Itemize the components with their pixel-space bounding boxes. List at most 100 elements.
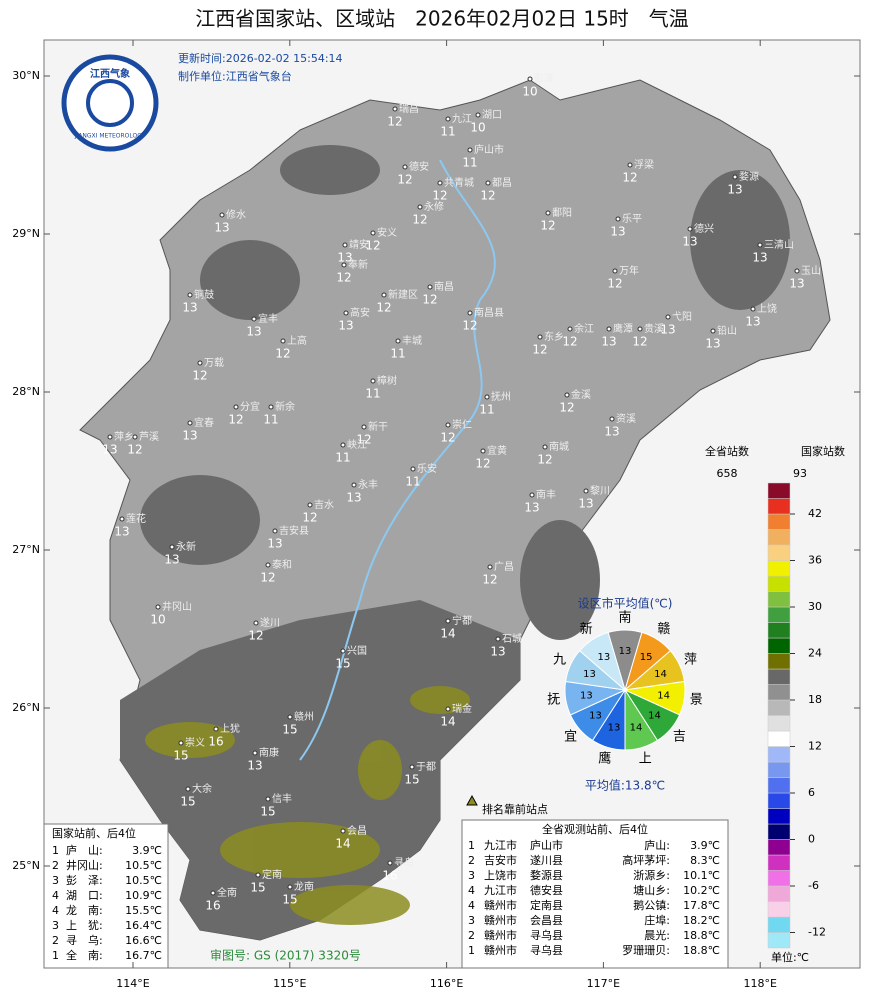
patch <box>358 740 402 800</box>
colorbar-bin <box>767 529 791 546</box>
station-name: 永新 <box>176 540 196 553</box>
station-dot <box>480 448 486 454</box>
station-dot <box>757 242 763 248</box>
station-name: 信丰 <box>272 792 292 805</box>
station-dot <box>627 162 633 168</box>
station-dot <box>445 618 451 624</box>
lon-label: 114°E <box>116 977 149 990</box>
colorbar-label: 0 <box>808 833 815 846</box>
station-name: 黎川 <box>590 484 610 497</box>
station-value: 13 <box>604 425 619 439</box>
station-value: 11 <box>263 413 278 427</box>
table-cell: 湖 口: <box>66 889 103 902</box>
colorbar-bin <box>767 575 791 592</box>
station-dot <box>287 884 293 890</box>
pie-label: 赣 <box>657 622 670 637</box>
pie-value: 14 <box>630 722 643 733</box>
pie-label: 南 <box>618 610 631 626</box>
pie-value: 14 <box>654 669 667 680</box>
station-value: 10 <box>522 85 537 99</box>
station-name: 玉山 <box>801 265 821 277</box>
station-dot <box>484 394 490 400</box>
station-dot <box>392 106 398 112</box>
station-name: 新余 <box>275 400 295 413</box>
table-cell: 婺源县 <box>530 868 563 882</box>
station-name: 抚州 <box>491 391 511 403</box>
map-approval: 审图号: GS (2017) 3320号 <box>210 948 361 963</box>
station-name: 新干 <box>368 420 388 433</box>
station-value: 13 <box>114 525 129 539</box>
station-dot <box>417 204 423 210</box>
colorbar-unit: 单位:℃ <box>771 950 809 964</box>
table-cell: 晨光: <box>644 928 670 942</box>
station-dot <box>272 528 278 534</box>
table-cell: 3 <box>468 914 475 927</box>
station-dot <box>370 378 376 384</box>
colorbar-bin <box>767 808 791 825</box>
table-cell: 1 <box>468 839 475 852</box>
lat-label: 27°N <box>12 543 40 556</box>
table-cell: 上饶市 <box>484 868 517 882</box>
station-name: 芦溪 <box>139 431 159 443</box>
station-value: 11 <box>390 347 405 361</box>
colorbar-bin <box>767 932 791 949</box>
table-cell: 4 <box>468 899 475 912</box>
colorbar-bin <box>767 513 791 530</box>
station-value: 12 <box>607 277 622 291</box>
station-value: 13 <box>337 251 352 265</box>
station-name: 会昌 <box>347 824 367 837</box>
station-name: 贵溪 <box>644 322 664 335</box>
station-dot <box>340 442 346 448</box>
colorbar-bin <box>767 606 791 623</box>
station-value: 12 <box>540 219 555 233</box>
station-value: 10 <box>470 121 485 135</box>
station-name: 全南 <box>217 886 237 899</box>
lat-label: 28°N <box>12 385 40 398</box>
colorbar-bin <box>767 560 791 577</box>
warm-zone <box>120 600 520 940</box>
colorbar-bin <box>767 699 791 716</box>
station-name: 乐安 <box>417 462 437 475</box>
table-cell: 寻乌县 <box>530 943 563 957</box>
station-value: 13 <box>182 301 197 315</box>
rank-icon <box>466 794 478 806</box>
colorbar-bin <box>767 684 791 701</box>
station-value: 13 <box>524 501 539 515</box>
station-value: 12 <box>260 571 275 585</box>
station-dot <box>287 714 293 720</box>
station-name: 九江 <box>452 113 472 125</box>
colorbar-bin <box>767 730 791 747</box>
station-value: 13 <box>102 443 117 457</box>
station-name: 彭泽 <box>534 72 554 85</box>
pie-label: 吉 <box>673 730 686 745</box>
station-value: 13 <box>705 337 720 351</box>
station-dot <box>612 268 618 274</box>
station-value: 13 <box>247 759 262 773</box>
pie-label: 萍 <box>684 653 697 668</box>
station-dot <box>107 434 113 440</box>
station-value: 12 <box>622 171 637 185</box>
count-label: 国家站数 <box>801 444 845 458</box>
station-value: 14 <box>440 715 455 729</box>
lat-label: 30°N <box>12 69 40 82</box>
station-dot <box>213 726 219 732</box>
station-name: 乐平 <box>622 213 642 225</box>
station-name: 安义 <box>377 226 397 239</box>
station-dot <box>583 488 589 494</box>
colorbar-label: -12 <box>808 926 826 939</box>
station-value: 12 <box>365 239 380 253</box>
table-cell: 3 <box>52 874 59 887</box>
table-cell: 15.5℃ <box>125 904 162 917</box>
station-dot <box>529 492 535 498</box>
colorbar-bin <box>767 637 791 654</box>
colorbar-label: 18 <box>808 693 822 706</box>
station-value: 12 <box>537 453 552 467</box>
station-dot <box>687 226 693 232</box>
station-dot <box>178 740 184 746</box>
station-name: 婺源 <box>739 170 759 183</box>
table-cell: 10.2℃ <box>683 884 720 897</box>
station-dot <box>487 564 493 570</box>
pie-value: 13 <box>589 711 602 722</box>
station-value: 12 <box>422 293 437 307</box>
colorbar-label: 36 <box>808 554 822 567</box>
